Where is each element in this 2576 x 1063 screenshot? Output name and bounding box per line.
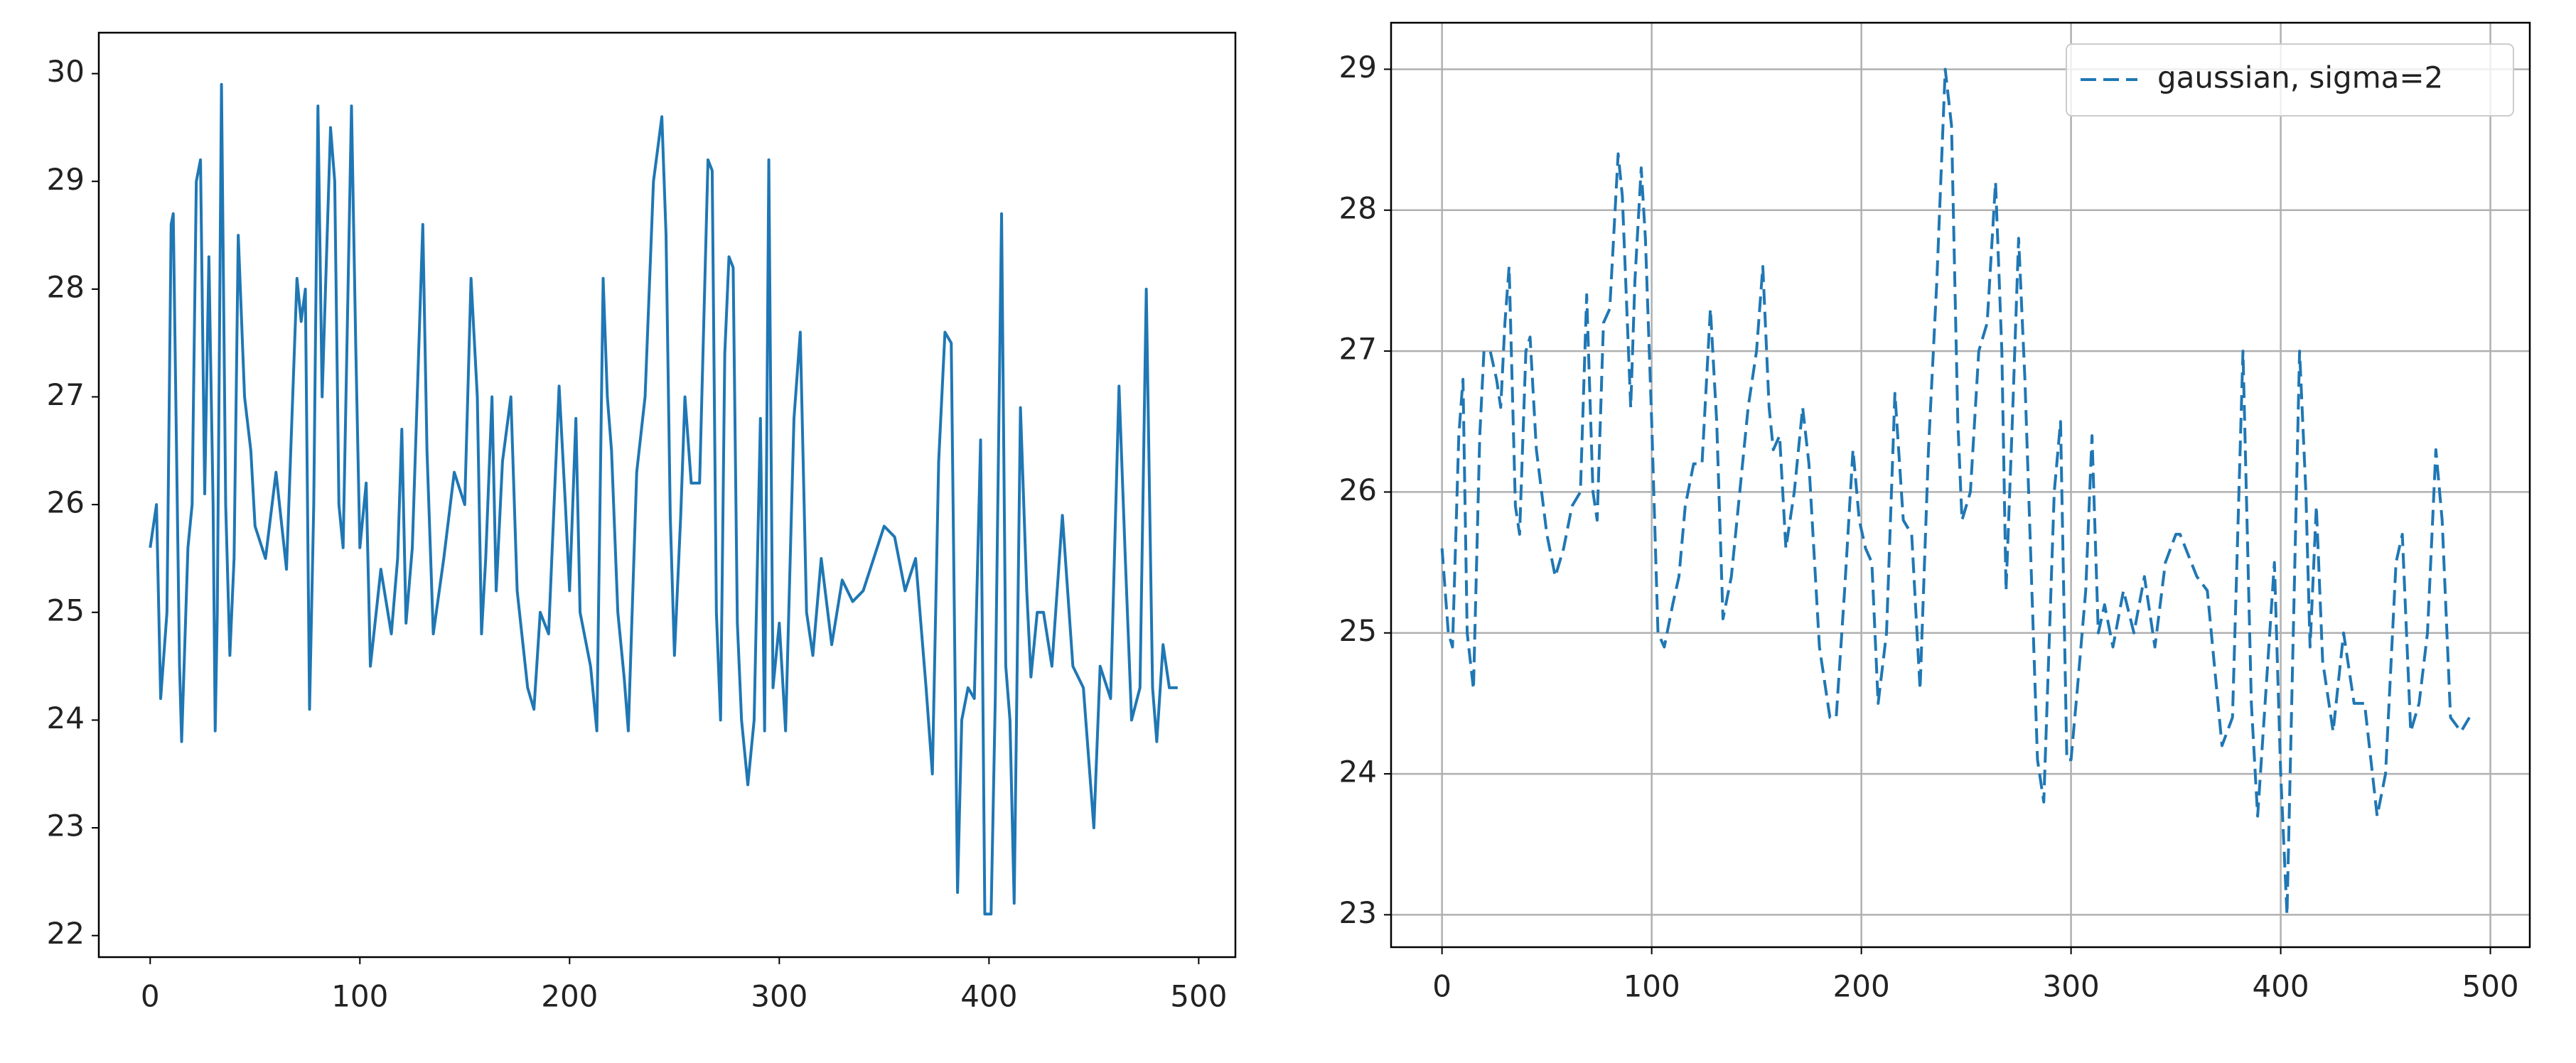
y-tick-label: 28: [1339, 190, 1377, 225]
y-tick-label: 29: [47, 162, 85, 197]
axes-frame: [97, 31, 1237, 959]
y-tick-label: 28: [47, 269, 85, 304]
x-tick-label: 100: [331, 979, 388, 1014]
y-tick-label: 24: [1339, 755, 1377, 789]
legend-label: gaussian, sigma=2: [2157, 60, 2443, 95]
x-tick-label: 200: [541, 979, 598, 1014]
x-tick-label: 400: [2252, 969, 2309, 1004]
x-tick-label: 300: [2043, 969, 2100, 1004]
x-tick-label: 500: [2462, 969, 2518, 1004]
x-tick-label: 300: [751, 979, 807, 1014]
x-tick-label: 400: [960, 979, 1017, 1014]
x-tick-label: 200: [1833, 969, 1890, 1004]
y-tick-label: 27: [47, 377, 85, 412]
y-tick-label: 27: [1339, 332, 1377, 367]
y-tick-label: 23: [1339, 895, 1377, 930]
y-tick-label: 24: [47, 701, 85, 735]
legend-box: [2066, 43, 2514, 117]
axes-frame: [1390, 21, 2531, 949]
y-tick-label: 30: [47, 54, 85, 89]
x-tick-label: 0: [141, 979, 160, 1014]
y-tick-label: 25: [47, 593, 85, 627]
y-tick-label: 23: [47, 809, 85, 843]
y-tick-label: 25: [1339, 613, 1377, 648]
x-tick-label: 500: [1170, 979, 1227, 1014]
data-line: [149, 82, 1178, 916]
y-tick-label: 22: [47, 916, 85, 951]
y-tick-label: 29: [1339, 50, 1377, 85]
x-tick-label: 100: [1624, 969, 1680, 1004]
data-line: [1440, 68, 2471, 917]
x-tick-label: 0: [1432, 969, 1451, 1004]
y-tick-label: 26: [1339, 473, 1377, 507]
y-tick-label: 26: [47, 485, 85, 520]
